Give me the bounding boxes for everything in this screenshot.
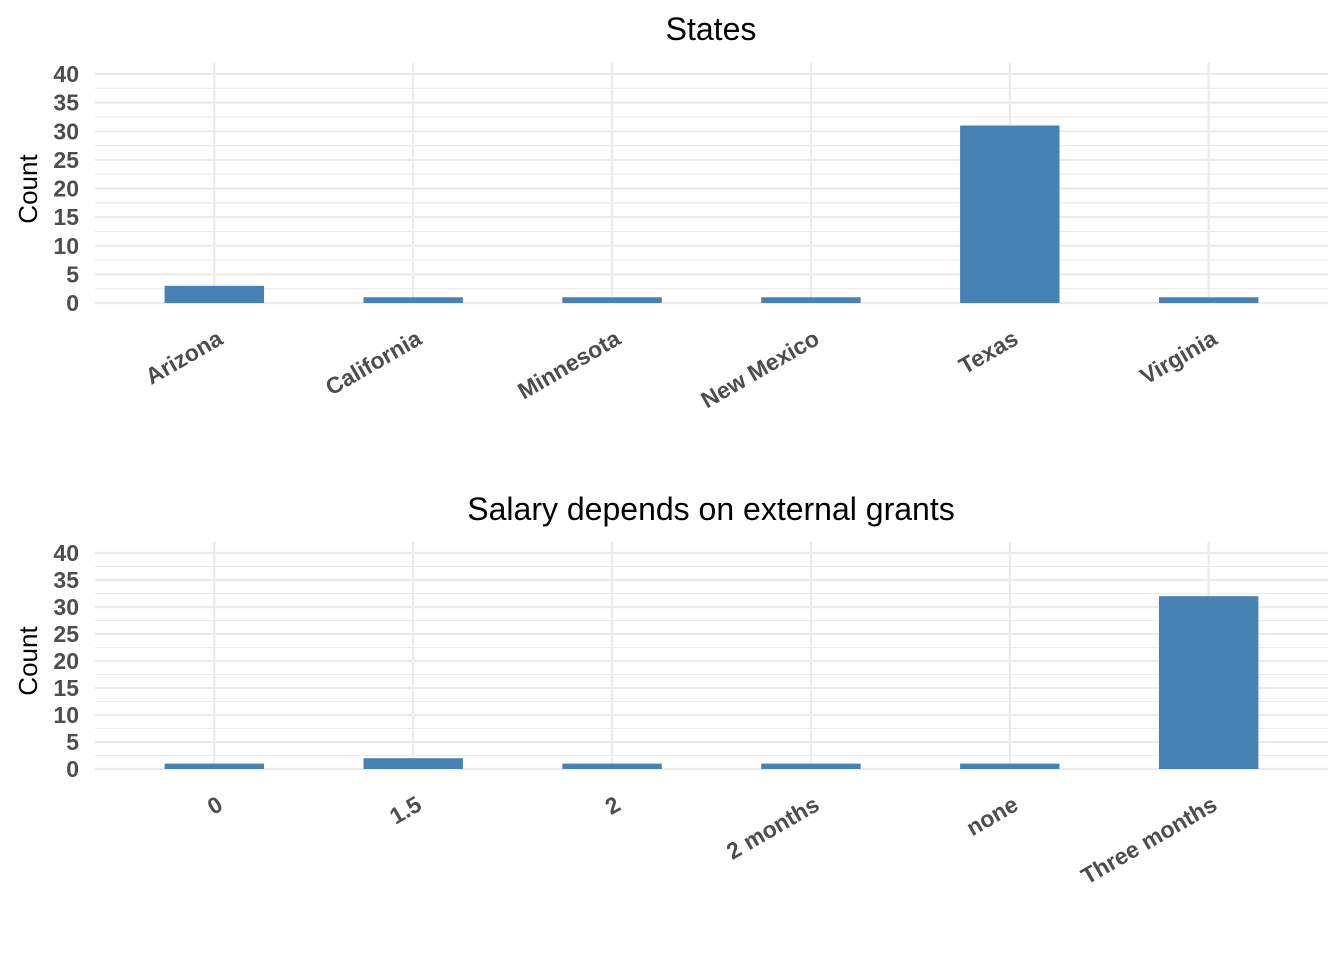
y-tick-label: 35 <box>53 567 79 593</box>
y-tick-label: 20 <box>53 648 79 674</box>
grid-lines <box>95 542 1328 771</box>
y-tick-label: 15 <box>53 204 79 230</box>
grid-lines <box>95 63 1328 305</box>
x-tick-label: Arizona <box>141 325 227 390</box>
x-tick-label: 1.5 <box>385 791 426 830</box>
y-tick-label: 10 <box>53 233 79 259</box>
y-tick-label: 10 <box>53 702 79 728</box>
x-tick-label: none <box>962 791 1023 841</box>
bar-none <box>960 763 1060 769</box>
bars <box>164 125 1259 304</box>
chart-title: States <box>666 11 757 47</box>
y-tick-label: 20 <box>53 176 79 202</box>
y-tick-label: 25 <box>53 147 79 173</box>
bar-0 <box>164 763 265 769</box>
y-tick-label: 25 <box>53 621 79 647</box>
bar-arizona <box>164 285 265 303</box>
x-tick-label: California <box>321 325 426 401</box>
salary-chart-panel: Salary depends on external grants Count … <box>13 491 1328 889</box>
x-tick-label: 2 months <box>722 791 824 865</box>
y-axis-label: Count <box>13 154 43 224</box>
x-tick-label: Minnesota <box>513 325 625 404</box>
bar-minnesota <box>562 297 662 303</box>
x-tick-label: New Mexico <box>696 325 823 413</box>
x-tick-label: Three months <box>1076 791 1221 890</box>
y-tick-label: 40 <box>53 540 79 566</box>
x-tick-label: Texas <box>954 325 1022 379</box>
bar-three-months <box>1158 596 1259 769</box>
x-tick-label: Virginia <box>1135 325 1221 390</box>
bar-2 <box>562 763 662 769</box>
bar-1-5 <box>363 758 463 769</box>
bars <box>164 596 1259 769</box>
x-tick-label: 0 <box>203 791 227 820</box>
bar-virginia <box>1158 297 1259 303</box>
y-tick-label: 35 <box>53 90 79 116</box>
y-tick-label: 30 <box>53 118 79 144</box>
bar-california <box>363 297 463 303</box>
y-tick-label: 15 <box>53 675 79 701</box>
bar-2-months <box>761 763 861 769</box>
bar-new-mexico <box>761 297 861 303</box>
y-tick-label: 40 <box>53 61 79 87</box>
x-tick-labels: Arizona California Minnesota New Mexico Texa… <box>141 325 1222 413</box>
x-tick-labels: 0 1.5 2 2 months none Three months <box>203 791 1221 890</box>
y-tick-label: 5 <box>66 729 79 755</box>
chart-title: Salary depends on external grants <box>467 491 954 527</box>
bar-texas <box>960 125 1060 304</box>
y-tick-label: 0 <box>66 290 79 316</box>
y-tick-label: 0 <box>66 756 79 782</box>
x-tick-label: 2 <box>600 791 624 820</box>
y-tick-label: 30 <box>53 594 79 620</box>
y-axis-label: Count <box>13 626 43 696</box>
y-tick-label: 5 <box>66 261 79 287</box>
